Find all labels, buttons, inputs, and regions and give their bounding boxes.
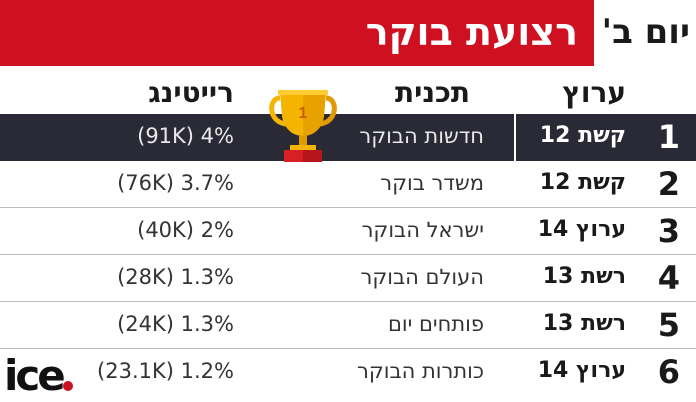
table-row: 4 רשת 13 העולם הבוקר (28K) 1.3% — [0, 255, 696, 302]
logo-text: ice — [4, 351, 64, 396]
ratings-table: 1 קשת 12 חדשות הבוקר (91K) 4% 2 קשת 12 מ… — [0, 114, 696, 396]
trophy-icon: 1 — [269, 90, 337, 162]
table-row: 2 קשת 12 משדר בוקר (76K) 3.7% — [0, 161, 696, 208]
program: העולם הבוקר — [360, 265, 484, 289]
channel: קשת 12 — [539, 170, 626, 195]
rank: 1 — [657, 118, 680, 156]
rating: (24K) 1.3% — [117, 312, 234, 336]
rank: 3 — [657, 212, 680, 250]
header-day-box — [594, 0, 696, 66]
logo-dot — [63, 381, 73, 391]
rating: (91K) 4% — [137, 124, 234, 148]
table-row: 3 ערוץ 14 ישראל הבוקר (40K) 2% — [0, 208, 696, 255]
column-header-channel: ערוץ — [562, 76, 626, 109]
rating: (28K) 1.3% — [117, 265, 234, 289]
header: רצועת בוקר יום ב' — [0, 0, 696, 66]
program: כותרות הבוקר — [356, 359, 484, 383]
rating: (76K) 3.7% — [117, 171, 234, 195]
rank: 5 — [657, 306, 680, 344]
rank: 4 — [657, 259, 680, 297]
ice-logo: ice — [4, 351, 73, 396]
program: ישראל הבוקר — [361, 218, 484, 242]
channel: ערוץ 14 — [537, 217, 626, 242]
table-row: 1 קשת 12 חדשות הבוקר (91K) 4% — [0, 114, 696, 161]
table-row: 5 רשת 13 פותחים יום (24K) 1.3% — [0, 302, 696, 349]
header-red-band — [0, 0, 594, 66]
column-header-rating: רייטינג — [148, 76, 234, 109]
rank: 6 — [657, 353, 680, 391]
channel: רשת 13 — [542, 264, 626, 289]
channel: רשת 13 — [542, 311, 626, 336]
day-label: יום ב' — [601, 12, 690, 52]
channel: קשת 12 — [539, 123, 626, 148]
rating: (23.1K) 1.2% — [97, 359, 234, 383]
trophy-number: 1 — [299, 105, 308, 122]
channel: ערוץ 14 — [537, 358, 626, 383]
program: חדשות הבוקר — [359, 124, 484, 148]
column-header-program: תכנית — [394, 76, 470, 109]
page-title: רצועת בוקר — [365, 10, 578, 54]
rating: (40K) 2% — [137, 218, 234, 242]
table-row: 6 ערוץ 14 כותרות הבוקר (23.1K) 1.2% — [0, 349, 696, 396]
rank: 2 — [657, 165, 680, 203]
program: משדר בוקר — [380, 171, 484, 195]
program: פותחים יום — [387, 312, 484, 336]
